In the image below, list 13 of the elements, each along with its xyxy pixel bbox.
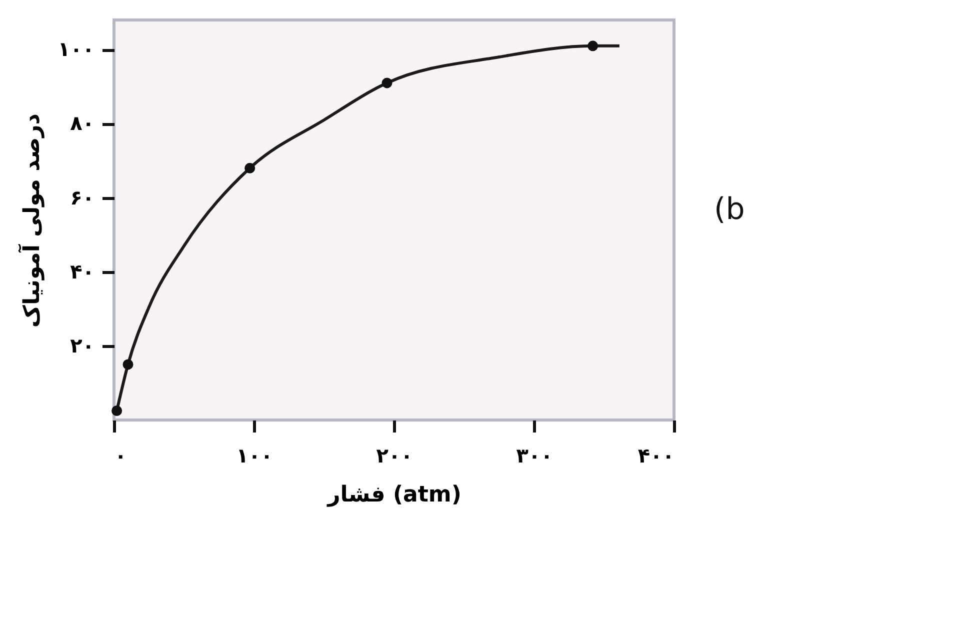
y-tick-label: ۸۰ [70,111,94,136]
x-axis-title: فشار (atm) [326,482,462,508]
y-tick-label: ۲۰ [70,333,94,358]
x-tick-label: ۰ [114,444,127,468]
x-tick-label: ۴۰۰ [638,444,674,468]
y-tick-label: ۶۰ [70,185,94,210]
y-tick-label: ۱۰۰ [58,37,94,62]
text: (b [714,192,745,227]
x-tick-label: ۲۰۰ [376,444,413,468]
x-tick-label: ۱۰۰ [236,444,273,468]
y-tick-label: ۴۰ [70,259,94,284]
x-tick-label: ۳۰۰ [516,444,553,468]
y-axis-title: درصد مولی آمونیاک [18,113,45,328]
